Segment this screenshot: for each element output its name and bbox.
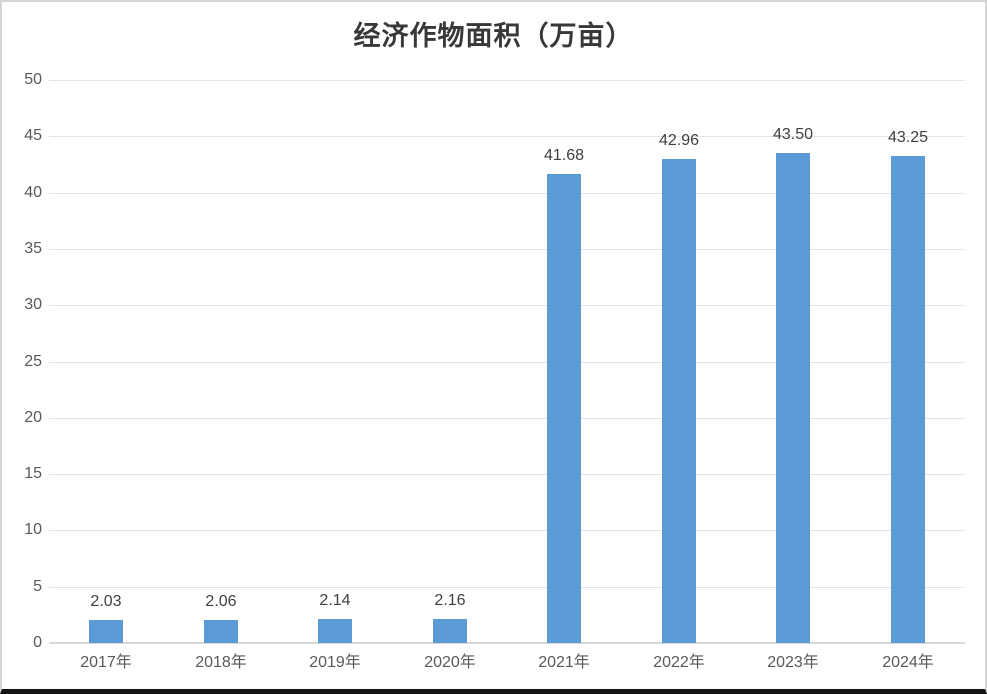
gridline: [49, 136, 965, 137]
gridline: [49, 193, 965, 194]
y-axis-tick-label: 30: [24, 296, 42, 313]
bar-2018年: [204, 620, 238, 643]
x-axis-line: [49, 642, 965, 644]
bar-2017年: [89, 620, 123, 643]
x-axis-tick-label: 2024年: [882, 654, 934, 671]
gridline: [49, 249, 965, 250]
x-axis-tick-label: 2020年: [424, 654, 476, 671]
bar-2022年: [662, 159, 696, 643]
y-axis-tick-label: 20: [24, 409, 42, 426]
bar-value-label: 43.25: [887, 129, 929, 146]
bar-value-label: 2.06: [205, 593, 237, 610]
bar-2021年: [547, 174, 581, 643]
x-axis-tick-label: 2017年: [80, 654, 132, 671]
bar-value-label: 2.14: [319, 592, 351, 609]
y-axis-tick-label: 50: [24, 71, 42, 88]
y-axis-tick-label: 15: [24, 465, 42, 482]
x-axis-tick-label: 2022年: [653, 654, 705, 671]
gridline: [49, 362, 965, 363]
bar-2024年: [891, 156, 925, 643]
bar-2023年: [776, 153, 810, 643]
plot-area: 2.03 2.06 2.14 2.16 41.68 42.96 43.50 43.25: [49, 80, 965, 644]
x-axis-tick-label: 2018年: [195, 654, 247, 671]
gridline: [49, 474, 965, 475]
gridline: [49, 530, 965, 531]
bar-2020年: [433, 619, 467, 643]
y-axis-tick-label: 0: [33, 634, 42, 651]
bar-value-label: 41.68: [543, 147, 585, 164]
gridline: [49, 80, 965, 81]
bar-value-label: 42.96: [658, 132, 700, 149]
bar-2019年: [318, 619, 352, 643]
y-axis-tick-label: 45: [24, 127, 42, 144]
x-axis-tick-label: 2021年: [538, 654, 590, 671]
x-axis-tick-label: 2019年: [309, 654, 361, 671]
y-axis-tick-label: 25: [24, 353, 42, 370]
chart-title: 经济作物面积（万亩）: [353, 21, 634, 52]
y-axis-tick-label: 5: [33, 578, 42, 595]
y-axis-tick-label: 10: [24, 521, 42, 538]
gridline: [49, 587, 965, 588]
y-axis-tick-label: 40: [24, 184, 42, 201]
bar-value-label: 2.16: [434, 592, 466, 609]
y-axis-tick-label: 35: [24, 240, 42, 257]
gridline: [49, 305, 965, 306]
bar-value-label: 43.50: [772, 126, 814, 143]
gridline: [49, 418, 965, 419]
x-axis-tick-label: 2023年: [767, 654, 819, 671]
bar-value-label: 2.03: [90, 593, 122, 610]
